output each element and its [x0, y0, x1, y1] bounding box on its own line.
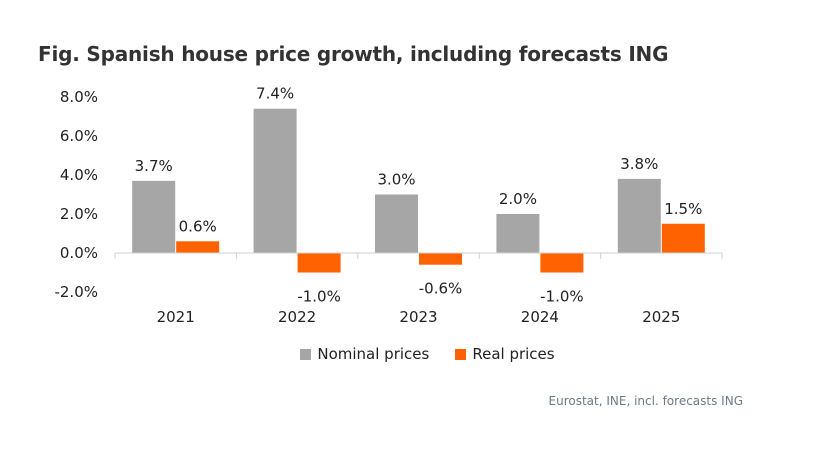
legend-item-real: Real prices [455, 345, 554, 363]
y-tick-label: 8.0% [60, 88, 98, 106]
bar-real-2021 [176, 241, 219, 253]
x-tick-label-2023: 2023 [399, 308, 437, 326]
bar-real-2024 [540, 253, 583, 273]
source-note: Eurostat, INE, incl. forecasts ING [549, 394, 743, 408]
data-label-real-2025: 1.5% [664, 200, 702, 218]
bar-real-2025 [662, 224, 705, 253]
x-tick-label-2024: 2024 [521, 308, 559, 326]
category-dividers [115, 253, 722, 259]
legend-swatch-real [455, 349, 466, 360]
y-tick-label: 4.0% [60, 166, 98, 184]
data-label-nominal-2025: 3.8% [620, 155, 658, 173]
y-axis: 8.0% 6.0% 4.0% 2.0% 0.0% -2.0% [54, 88, 98, 301]
x-axis: 2021 2022 2023 2024 2025 [157, 308, 681, 326]
x-tick-label-2021: 2021 [157, 308, 195, 326]
bar-nominal-2021 [132, 181, 175, 253]
data-labels: 3.7% 0.6% 7.4% -1.0% 3.0% -0.6% 2.0% -1.0% 3.8% 1… [135, 85, 703, 306]
bar-chart: 8.0% 6.0% 4.0% 2.0% 0.0% -2.0% 3.7% 0.6% 7.4% -1… [0, 0, 815, 450]
bar-nominal-2022 [254, 109, 297, 253]
data-label-real-2024: -1.0% [540, 288, 584, 306]
bar-nominal-2023 [375, 195, 418, 254]
data-label-nominal-2023: 3.0% [377, 171, 415, 189]
y-tick-label: 6.0% [60, 127, 98, 145]
data-label-real-2022: -1.0% [297, 288, 341, 306]
bar-nominal-2025 [618, 179, 661, 253]
y-tick-label: -2.0% [54, 283, 98, 301]
legend: Nominal prices Real prices [0, 345, 815, 363]
bar-nominal-2024 [496, 214, 539, 253]
x-tick-label-2022: 2022 [278, 308, 316, 326]
legend-swatch-nominal [300, 349, 311, 360]
y-tick-label: 0.0% [60, 244, 98, 262]
y-tick-label: 2.0% [60, 205, 98, 223]
data-label-real-2021: 0.6% [179, 217, 217, 235]
data-label-nominal-2022: 7.4% [256, 85, 294, 103]
data-label-nominal-2021: 3.7% [135, 157, 173, 175]
bar-real-2022 [298, 253, 341, 273]
legend-label-real: Real prices [472, 345, 554, 363]
bars [132, 109, 705, 273]
data-label-real-2023: -0.6% [419, 280, 463, 298]
data-label-nominal-2024: 2.0% [499, 190, 537, 208]
bar-real-2023 [419, 253, 462, 265]
legend-label-nominal: Nominal prices [317, 345, 429, 363]
x-tick-label-2025: 2025 [642, 308, 680, 326]
legend-item-nominal: Nominal prices [300, 345, 429, 363]
